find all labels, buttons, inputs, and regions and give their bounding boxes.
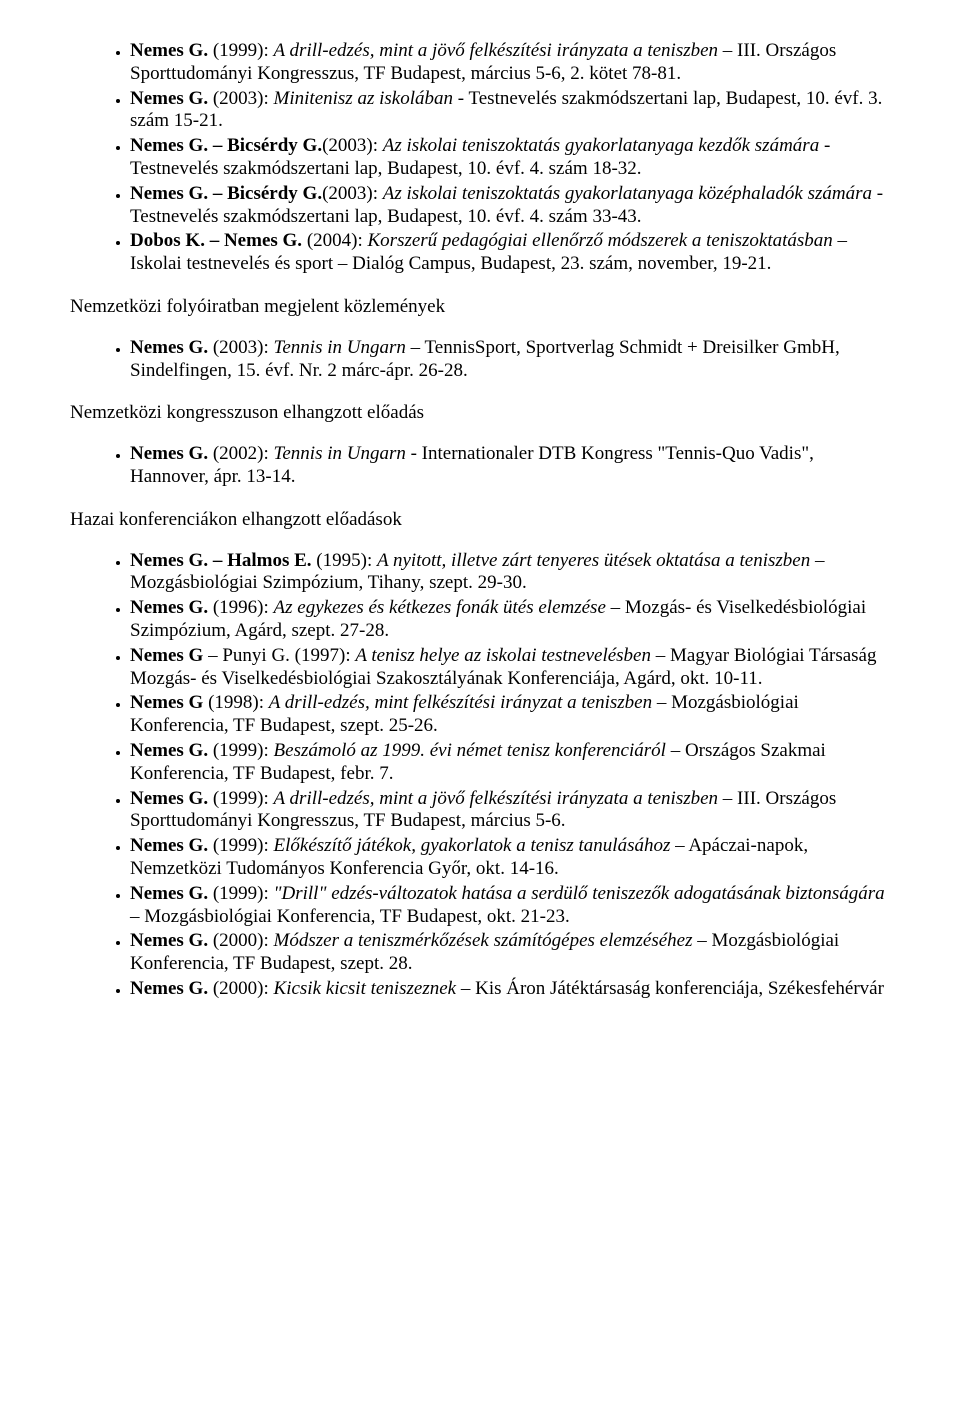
publication-item: Dobos K. – Nemes G. (2004): Korszerű ped… — [130, 230, 890, 276]
publication-item: Nemes G. (2000): Módszer a teniszmérkőzé… — [130, 930, 890, 976]
publication-list: Nemes G. (1999): A drill-edzés, mint a j… — [70, 40, 890, 276]
section-heading: Nemzetközi kongresszuson elhangzott előa… — [70, 402, 890, 425]
publication-item: Nemes G – Punyi G. (1997): A tenisz hely… — [130, 645, 890, 691]
publication-list: Nemes G. – Halmos E. (1995): A nyitott, … — [70, 550, 890, 1001]
publication-item: Nemes G. (1999): "Drill" edzés-változato… — [130, 883, 890, 929]
publication-item: Nemes G. (2002): Tennis in Ungarn - Inte… — [130, 443, 890, 489]
publication-item: Nemes G. (1999): A drill-edzés, mint a j… — [130, 40, 890, 86]
publication-item: Nemes G. (1996): Az egykezes és kétkezes… — [130, 597, 890, 643]
section-heading: Nemzetközi folyóiratban megjelent közlem… — [70, 296, 890, 319]
publication-item: Nemes G (1998): A drill-edzés, mint felk… — [130, 692, 890, 738]
publication-item: Nemes G. – Halmos E. (1995): A nyitott, … — [130, 550, 890, 596]
document-content: Nemes G. (1999): A drill-edzés, mint a j… — [70, 40, 890, 1001]
publication-list: Nemes G. (2003): Tennis in Ungarn – Tenn… — [70, 337, 890, 383]
publication-item: Nemes G. (1999): Előkészítő játékok, gya… — [130, 835, 890, 881]
publication-item: Nemes G. – Bicsérdy G.(2003): Az iskolai… — [130, 135, 890, 181]
section-heading: Hazai konferenciákon elhangzott előadáso… — [70, 509, 890, 532]
publication-item: Nemes G. (2003): Tennis in Ungarn – Tenn… — [130, 337, 890, 383]
publication-item: Nemes G. (1999): Beszámoló az 1999. évi … — [130, 740, 890, 786]
publication-item: Nemes G. (2000): Kicsik kicsit teniszezn… — [130, 978, 890, 1001]
publication-item: Nemes G. – Bicsérdy G.(2003): Az iskolai… — [130, 183, 890, 229]
publication-item: Nemes G. (2003): Minitenisz az iskolában… — [130, 88, 890, 134]
publication-list: Nemes G. (2002): Tennis in Ungarn - Inte… — [70, 443, 890, 489]
publication-item: Nemes G. (1999): A drill-edzés, mint a j… — [130, 788, 890, 834]
